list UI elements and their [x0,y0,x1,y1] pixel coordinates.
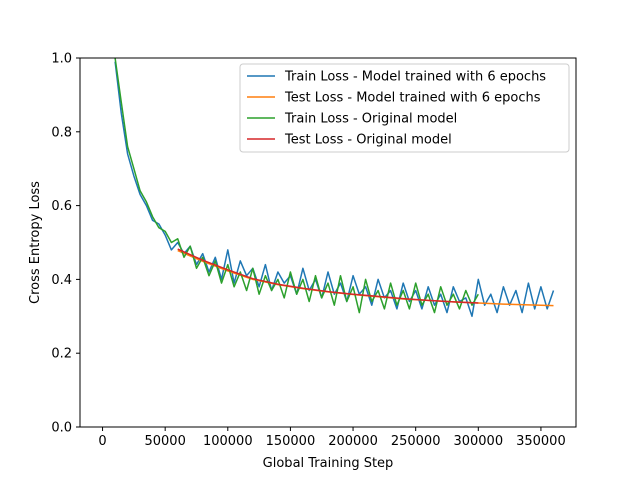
y-axis-ticks: 0.0 0.2 0.4 0.6 0.8 1.0 [51,52,80,436]
x-tick-label: 300000 [453,434,503,449]
legend-label: Test Loss - Model trained with 6 epochs [284,91,541,106]
x-axis-label: Global Training Step [263,456,394,471]
y-tick-label: 0.0 [51,421,72,436]
y-tick-label: 1.0 [51,52,72,67]
axes-frame [79,57,577,428]
legend: Train Loss - Model trained with 6 epochs… [239,63,570,153]
y-axis-label: Cross Entropy Loss [28,181,43,304]
legend-box [239,63,570,153]
y-tick-label: 0.6 [51,199,72,214]
series-layer [114,58,555,318]
legend-entries: Train Loss - Model trained with 6 epochs… [247,70,546,148]
y-tick-label: 0.2 [51,347,72,362]
legend-label: Test Loss - Original model [284,133,452,148]
x-tick-label: 350000 [516,434,566,449]
series-line-3 [114,58,479,314]
x-tick-label: 50000 [144,434,185,449]
series-line-4 [177,248,479,304]
legend-label: Train Loss - Original model [284,112,457,127]
x-tick-label: 250000 [391,434,441,449]
y-tick-label: 0.4 [51,273,72,288]
series-line-2 [177,249,554,307]
x-axis-ticks: 0 50000 100000 150000 200000 250000 300000 3500… [98,427,566,449]
y-tick-label: 0.8 [51,125,72,140]
legend-label: Train Loss - Model trained with 6 epochs [284,70,546,85]
x-tick-label: 100000 [203,434,253,449]
x-tick-label: 0 [98,434,106,449]
x-tick-label: 150000 [266,434,316,449]
x-tick-label: 200000 [328,434,378,449]
